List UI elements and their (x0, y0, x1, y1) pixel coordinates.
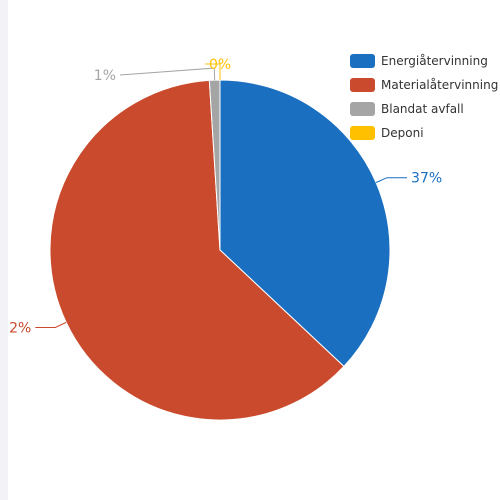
label-leader-line (119, 67, 216, 81)
data-label: 2% (9, 320, 31, 336)
legend-item-blandat-avfall[interactable]: Blandat avfall (350, 100, 498, 117)
legend-swatch (350, 101, 375, 116)
data-label: 1% (94, 68, 116, 84)
legend: Energiåtervinning Materialåtervinning Bl… (350, 52, 498, 148)
legend-label: Blandat avfall (381, 101, 464, 116)
legend-item-deponi[interactable]: Deponi (350, 124, 498, 141)
data-label: 37% (411, 171, 442, 187)
label-leader-line (375, 177, 408, 183)
legend-swatch (350, 53, 375, 68)
pie-slice[interactable] (49, 79, 345, 421)
data-label: 0% (209, 57, 231, 73)
pie-slice[interactable] (219, 79, 391, 368)
label-leader-line (205, 63, 221, 80)
legend-item-materialatervinning[interactable]: Materialåtervinning (350, 76, 498, 93)
legend-label: Materialåtervinning (381, 77, 499, 92)
legend-label: Deponi (381, 125, 424, 140)
legend-item-energiatervinning[interactable]: Energiåtervinning (350, 52, 498, 69)
legend-swatch (350, 77, 375, 92)
legend-label: Energiåtervinning (381, 53, 488, 68)
legend-swatch (350, 125, 375, 140)
label-leader-line (35, 321, 67, 328)
